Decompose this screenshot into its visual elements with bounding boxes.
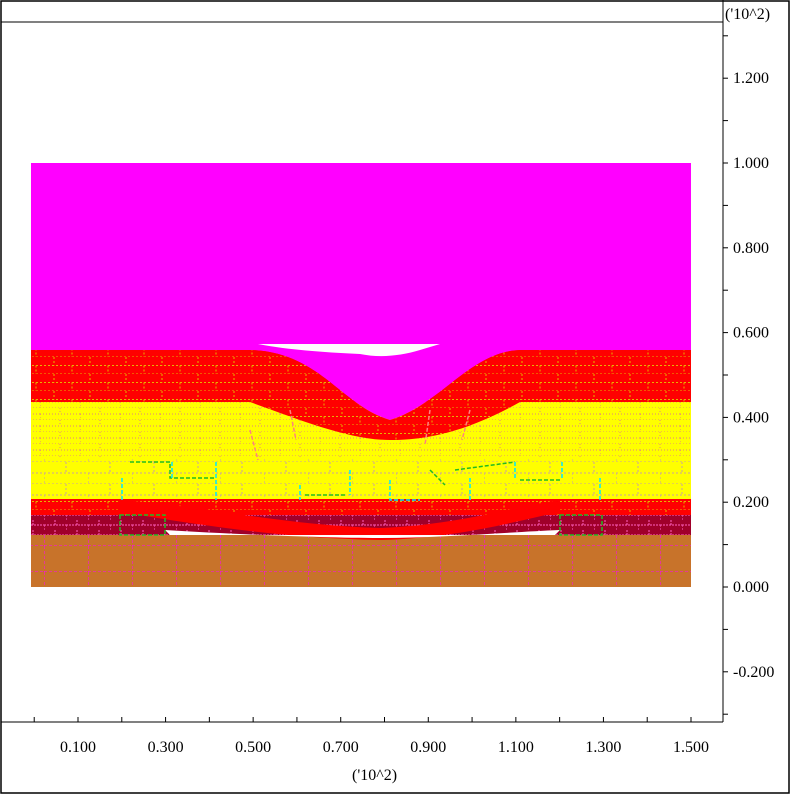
x-tick-label: 1.500 xyxy=(673,739,709,756)
y-tick-label: 0.400 xyxy=(733,409,769,426)
bent-red-strata xyxy=(250,350,520,440)
y-tick-label: 1.200 xyxy=(733,70,769,87)
crack-trace xyxy=(389,480,420,501)
x-tick-label: 0.300 xyxy=(148,739,184,756)
left-pillar-outline xyxy=(119,514,166,536)
caved-roof xyxy=(120,500,560,540)
crack-trace xyxy=(454,461,516,471)
crack-trace xyxy=(461,409,471,441)
surface-separation xyxy=(258,344,440,357)
x-tick-label: 0.900 xyxy=(410,739,446,756)
crack-trace xyxy=(429,469,446,486)
y-axis: 1.200 1.000 0.800 0.600 0.400 0.200 0.000 -0.20… xyxy=(723,35,774,715)
y-tick-label: 0.200 xyxy=(733,494,769,511)
x-tick-label: 0.100 xyxy=(60,739,96,756)
x-tick-label: 0.700 xyxy=(323,739,359,756)
lower-yellow-layer xyxy=(31,457,691,499)
crack-trace xyxy=(130,461,215,479)
y-tick-label: 0.800 xyxy=(733,240,769,257)
x-tick-label: 0.500 xyxy=(235,739,271,756)
crack-trace xyxy=(289,409,297,441)
y-tick-label: -0.200 xyxy=(733,664,774,681)
x-axis: 0.100 0.300 0.500 0.700 0.900 1.100 1.300 1.500 xyxy=(33,717,709,756)
floor-layer xyxy=(31,535,691,587)
x-tick-label: 1.100 xyxy=(498,739,534,756)
y-tick-label: 1.000 xyxy=(733,155,769,172)
fracture-traces xyxy=(121,409,601,501)
x-scale-label: ('10^2) xyxy=(352,767,397,784)
y-tick-label: 0.600 xyxy=(733,325,769,342)
overburden-layer xyxy=(31,163,691,350)
y-scale-label: ('10^2) xyxy=(725,6,770,23)
subsidence-gap xyxy=(250,350,520,420)
goaf-void xyxy=(165,530,560,538)
model-layers xyxy=(31,163,691,587)
x-tick-label: 1.300 xyxy=(585,739,621,756)
y-tick-label: 0.000 xyxy=(733,579,769,596)
crack-trace xyxy=(249,429,259,461)
right-pillar-outline xyxy=(559,514,603,536)
